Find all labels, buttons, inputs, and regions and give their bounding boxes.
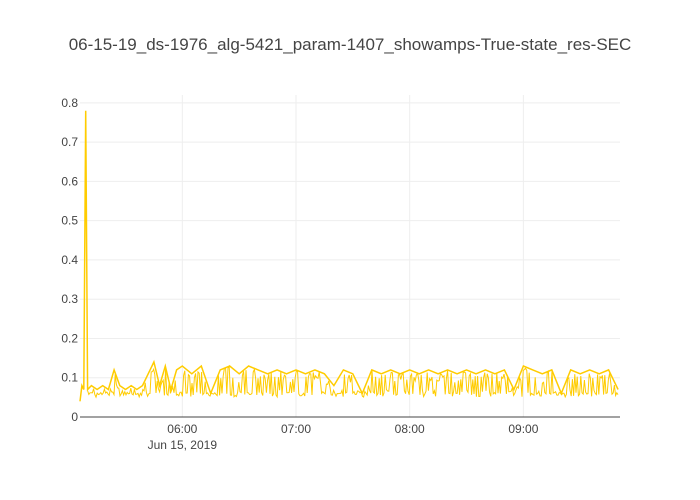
x-tick-label: 09:00 xyxy=(508,422,538,436)
y-tick-label: 0.4 xyxy=(61,253,78,267)
y-tick-label: 0.6 xyxy=(61,174,78,188)
x-tick-label: 07:00 xyxy=(281,422,311,436)
tick-layer: 0 0.1 0.2 0.3 0.4 0.5 0.6 0.7 0.8 06:00 Jun 15, 20… xyxy=(61,96,538,452)
x-tick-sublabel: Jun 15, 2019 xyxy=(148,438,218,452)
series-oscillation xyxy=(87,364,619,399)
series-line xyxy=(79,110,619,402)
y-tick-label: 0.8 xyxy=(61,96,78,110)
x-tick-label: 06:00 xyxy=(167,422,197,436)
y-tick-label: 0.5 xyxy=(61,214,78,228)
y-tick-label: 0.2 xyxy=(61,331,78,345)
plot-area xyxy=(79,110,619,402)
y-tick-label: 0.1 xyxy=(61,371,78,385)
y-tick-label: 0.3 xyxy=(61,292,78,306)
chart-title: 06-15-19_ds-1976_alg-5421_param-1407_sho… xyxy=(69,35,632,54)
y-tick-label: 0.7 xyxy=(61,135,78,149)
x-tick-label: 08:00 xyxy=(395,422,425,436)
y-tick-label: 0 xyxy=(71,410,78,424)
grid-layer xyxy=(80,95,620,418)
